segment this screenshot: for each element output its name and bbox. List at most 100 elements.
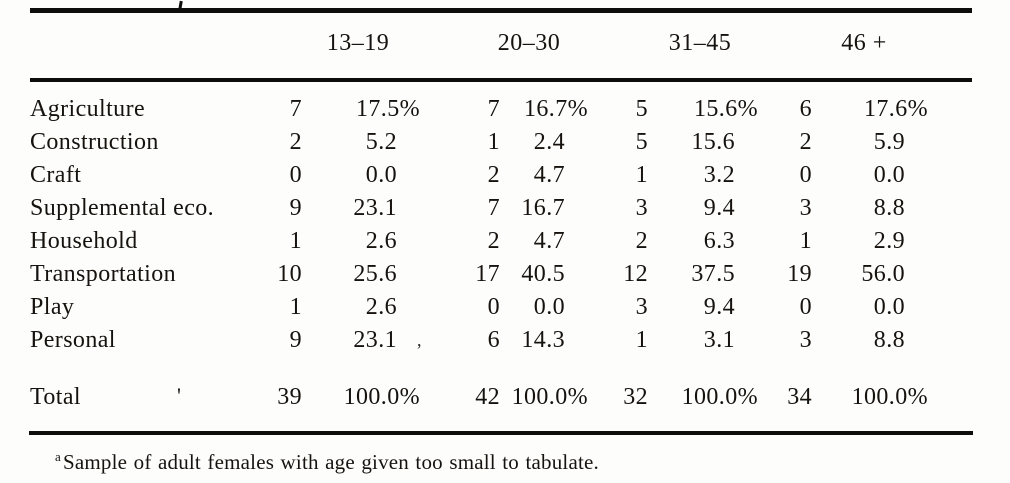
percent-cell: 0.0 — [365, 162, 397, 188]
count-cell: 39 — [277, 384, 302, 410]
percent-cell: 16.7 — [521, 195, 565, 221]
percent-cell: 14.3 — [521, 327, 565, 353]
percent-cell: 3.1 — [703, 327, 735, 353]
percent-cell: 5.2 — [365, 129, 397, 155]
percent-cell: 8.8 — [873, 195, 905, 221]
count-cell: 42 — [475, 384, 500, 410]
row-label: Transportation — [30, 261, 177, 287]
percent-cell: 0.0 — [873, 162, 905, 188]
row-label: Personal — [30, 327, 116, 353]
header-rule — [30, 78, 972, 82]
percent-cell: 23.1 — [353, 327, 397, 353]
percent-cell: 100.0% — [851, 384, 928, 410]
percent-cell: 6.3 — [703, 228, 735, 254]
table-row: Supplemental eco. 9 23.1 7 16.7 3 9.4 3 … — [30, 192, 928, 225]
percent-cell: 17.5% — [356, 96, 420, 122]
row-label: Construction — [30, 129, 159, 155]
percent-cell: 2.9 — [873, 228, 905, 254]
count-cell: 0 — [487, 294, 500, 320]
count-cell: 32 — [623, 384, 648, 410]
row-label: Agriculture — [30, 96, 146, 122]
count-cell: 1 — [635, 162, 648, 188]
age-column-header-20-30: 20–30 — [497, 30, 561, 56]
percent-cell: 4.7 — [533, 162, 565, 188]
percent-cell: 56.0 — [861, 261, 905, 287]
count-cell: 3 — [799, 327, 812, 353]
count-cell: 2 — [635, 228, 648, 254]
count-cell: 17 — [475, 261, 500, 287]
row-label: Total — [30, 384, 81, 410]
bottom-rule — [29, 431, 973, 435]
count-cell: 1 — [635, 327, 648, 353]
table-row: Craft 0 0.0 2 4.7 1 3.2 0 0.0 — [30, 159, 928, 192]
count-cell: 6 — [799, 96, 812, 122]
total-row: Total 39 100.0% 42 100.0% 32 100.0% 34 1… — [30, 357, 928, 414]
count-cell: 9 — [289, 195, 302, 221]
count-cell: 2 — [799, 129, 812, 155]
table-row: Agriculture 7 17.5% 7 16.7% 5 15.6% 6 17… — [30, 93, 928, 126]
frequency-table: Agriculture 7 17.5% 7 16.7% 5 15.6% 6 17… — [30, 93, 928, 414]
row-label: Household — [30, 228, 138, 254]
scan-artifact-apostrophe: ' — [177, 383, 181, 408]
count-cell: 7 — [289, 96, 302, 122]
percent-cell: 2.6 — [365, 294, 397, 320]
count-cell: 3 — [799, 195, 812, 221]
percent-cell: 17.6% — [864, 96, 928, 122]
count-cell: 7 — [487, 195, 500, 221]
row-label: Play — [30, 294, 75, 320]
count-cell: 2 — [289, 129, 302, 155]
percent-cell: 100.0% — [681, 384, 758, 410]
count-cell: 12 — [623, 261, 648, 287]
count-cell: 34 — [787, 384, 812, 410]
percent-cell: 3.2 — [703, 162, 735, 188]
percent-cell: 23.1 — [353, 195, 397, 221]
count-cell: 1 — [487, 129, 500, 155]
count-cell: 19 — [787, 261, 812, 287]
percent-cell: 0.0 — [533, 294, 565, 320]
percent-cell: 9.4 — [703, 294, 735, 320]
percent-cell: 100.0% — [511, 384, 588, 410]
age-column-header-31-45: 31–45 — [668, 30, 732, 56]
count-cell: 3 — [635, 195, 648, 221]
count-cell: 5 — [635, 129, 648, 155]
count-cell: 0 — [289, 162, 302, 188]
count-cell: 1 — [289, 294, 302, 320]
footnote-marker: a — [55, 449, 61, 464]
percent-cell: 4.7 — [533, 228, 565, 254]
count-cell: 0 — [799, 294, 812, 320]
table-row: Construction 2 5.2 1 2.4 5 15.6 2 5.9 — [30, 126, 928, 159]
table-row: Transportation 10 25.6 17 40.5 12 37.5 1… — [30, 258, 928, 291]
footnote-text: Sample of adult females with age given t… — [62, 450, 599, 474]
row-label: Supplemental eco. — [30, 195, 215, 221]
count-cell: 7 — [487, 96, 500, 122]
percent-cell: 15.6 — [691, 129, 735, 155]
percent-cell: 100.0% — [343, 384, 420, 410]
table-row: Household 1 2.6 2 4.7 2 6.3 1 2.9 — [30, 225, 928, 258]
top-rule — [30, 8, 972, 13]
percent-cell: 2.4 — [533, 129, 565, 155]
footnote: aSample of adult females with age given … — [55, 449, 599, 475]
count-cell: 9 — [289, 327, 302, 353]
table-row: Play 1 2.6 0 0.0 3 9.4 0 0.0 — [30, 291, 928, 324]
percent-cell: 16.7% — [524, 96, 588, 122]
percent-cell: 15.6% — [694, 96, 758, 122]
percent-cell: 37.5 — [691, 261, 735, 287]
count-cell: 2 — [487, 162, 500, 188]
count-cell: 10 — [277, 261, 302, 287]
age-column-header-46plus: 46 + — [841, 30, 887, 56]
percent-cell: 9.4 — [703, 195, 735, 221]
row-label: Craft — [30, 162, 82, 188]
scan-artifact-comma: , — [417, 330, 422, 350]
count-cell: 1 — [289, 228, 302, 254]
percent-cell: 40.5 — [521, 261, 565, 287]
table-row: Personal 9 23.1 6 14.3 1 3.1 3 8.8 — [30, 324, 928, 357]
age-column-header-13-19: 13–19 — [326, 30, 390, 56]
percent-cell: 0.0 — [873, 294, 905, 320]
percent-cell: 25.6 — [353, 261, 397, 287]
percent-cell: 5.9 — [873, 129, 905, 155]
count-cell: 0 — [799, 162, 812, 188]
count-cell: 6 — [487, 327, 500, 353]
count-cell: 5 — [635, 96, 648, 122]
percent-cell: 2.6 — [365, 228, 397, 254]
